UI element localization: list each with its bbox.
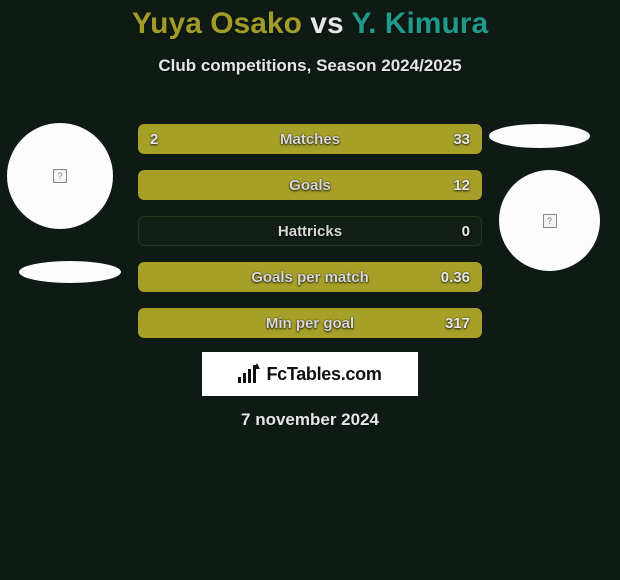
fctables-logo: FcTables.com [202, 352, 418, 396]
stat-bar: 317Min per goal [138, 308, 482, 338]
title-vs: vs [310, 7, 343, 40]
bar-value-right: 317 [445, 308, 470, 338]
bar-value-right: 12 [453, 170, 470, 200]
bar-value-right: 33 [453, 124, 470, 154]
player2-avatar-shadow [489, 124, 590, 148]
bar-fill-full [138, 170, 482, 200]
logo-text: FcTables.com [266, 364, 381, 385]
placeholder-icon: ? [53, 169, 67, 183]
placeholder-icon: ? [543, 214, 557, 228]
bar-fill-right [203, 124, 482, 154]
bar-fill-full [138, 308, 482, 338]
title-player2: Y. Kimura [351, 7, 488, 40]
bar-value-right: 0 [462, 216, 470, 246]
subtitle: Club competitions, Season 2024/2025 [0, 56, 620, 76]
bar-fill-full [138, 262, 482, 292]
player1-avatar: ? [7, 123, 113, 229]
stat-bar: 233Matches [138, 124, 482, 154]
stat-bar: 0Hattricks [138, 216, 482, 246]
page-title: Yuya Osako vs Y. Kimura [0, 0, 620, 42]
date-label: 7 november 2024 [0, 410, 620, 430]
bar-fill-left [138, 124, 203, 154]
bar-value-right: 0.36 [441, 262, 470, 292]
player2-avatar: ? [499, 170, 600, 271]
player1-avatar-shadow [19, 261, 121, 283]
bar-label: Hattricks [138, 216, 482, 246]
title-player1: Yuya Osako [132, 7, 302, 40]
bar-value-left: 2 [150, 124, 158, 154]
stat-bars: 233Matches12Goals0Hattricks0.36Goals per… [138, 124, 482, 354]
logo-bars-icon [238, 365, 260, 383]
stat-bar: 0.36Goals per match [138, 262, 482, 292]
stat-bar: 12Goals [138, 170, 482, 200]
